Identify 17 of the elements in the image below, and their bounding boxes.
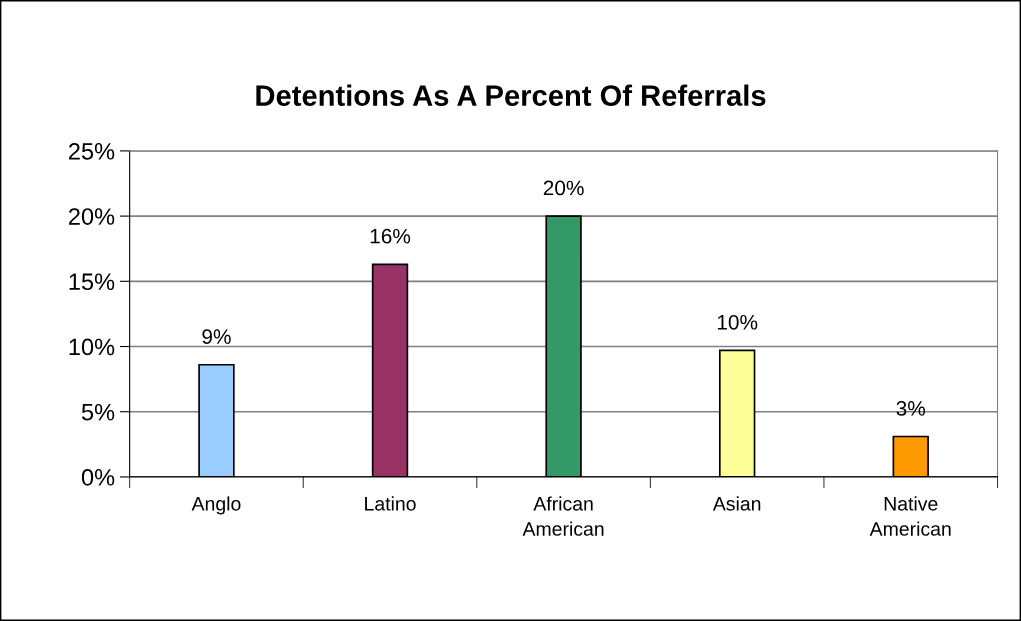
chart-title: Detentions As A Percent Of Referrals: [256, 84, 766, 106]
y-tick-label: 15%: [69, 273, 115, 291]
data-label: 16%: [370, 228, 411, 244]
y-tick-label: 10%: [69, 338, 115, 356]
y-tick-label: 25%: [69, 142, 115, 160]
data-label: 10%: [717, 314, 758, 330]
y-tick-label: 20%: [69, 208, 115, 225]
data-label: 20%: [543, 180, 584, 196]
x-tick-label: Anglo: [191, 496, 241, 515]
x-tick-label: Latino: [365, 496, 416, 511]
data-label: 3%: [896, 400, 926, 416]
x-tick-label: Native American: [869, 496, 951, 536]
y-tick-label: 0%: [81, 469, 115, 486]
data-label: 9%: [202, 329, 231, 344]
x-tick-label: African American: [522, 496, 604, 536]
y-tick-label: 5%: [81, 403, 115, 421]
x-tick-label: Asian: [712, 496, 761, 511]
